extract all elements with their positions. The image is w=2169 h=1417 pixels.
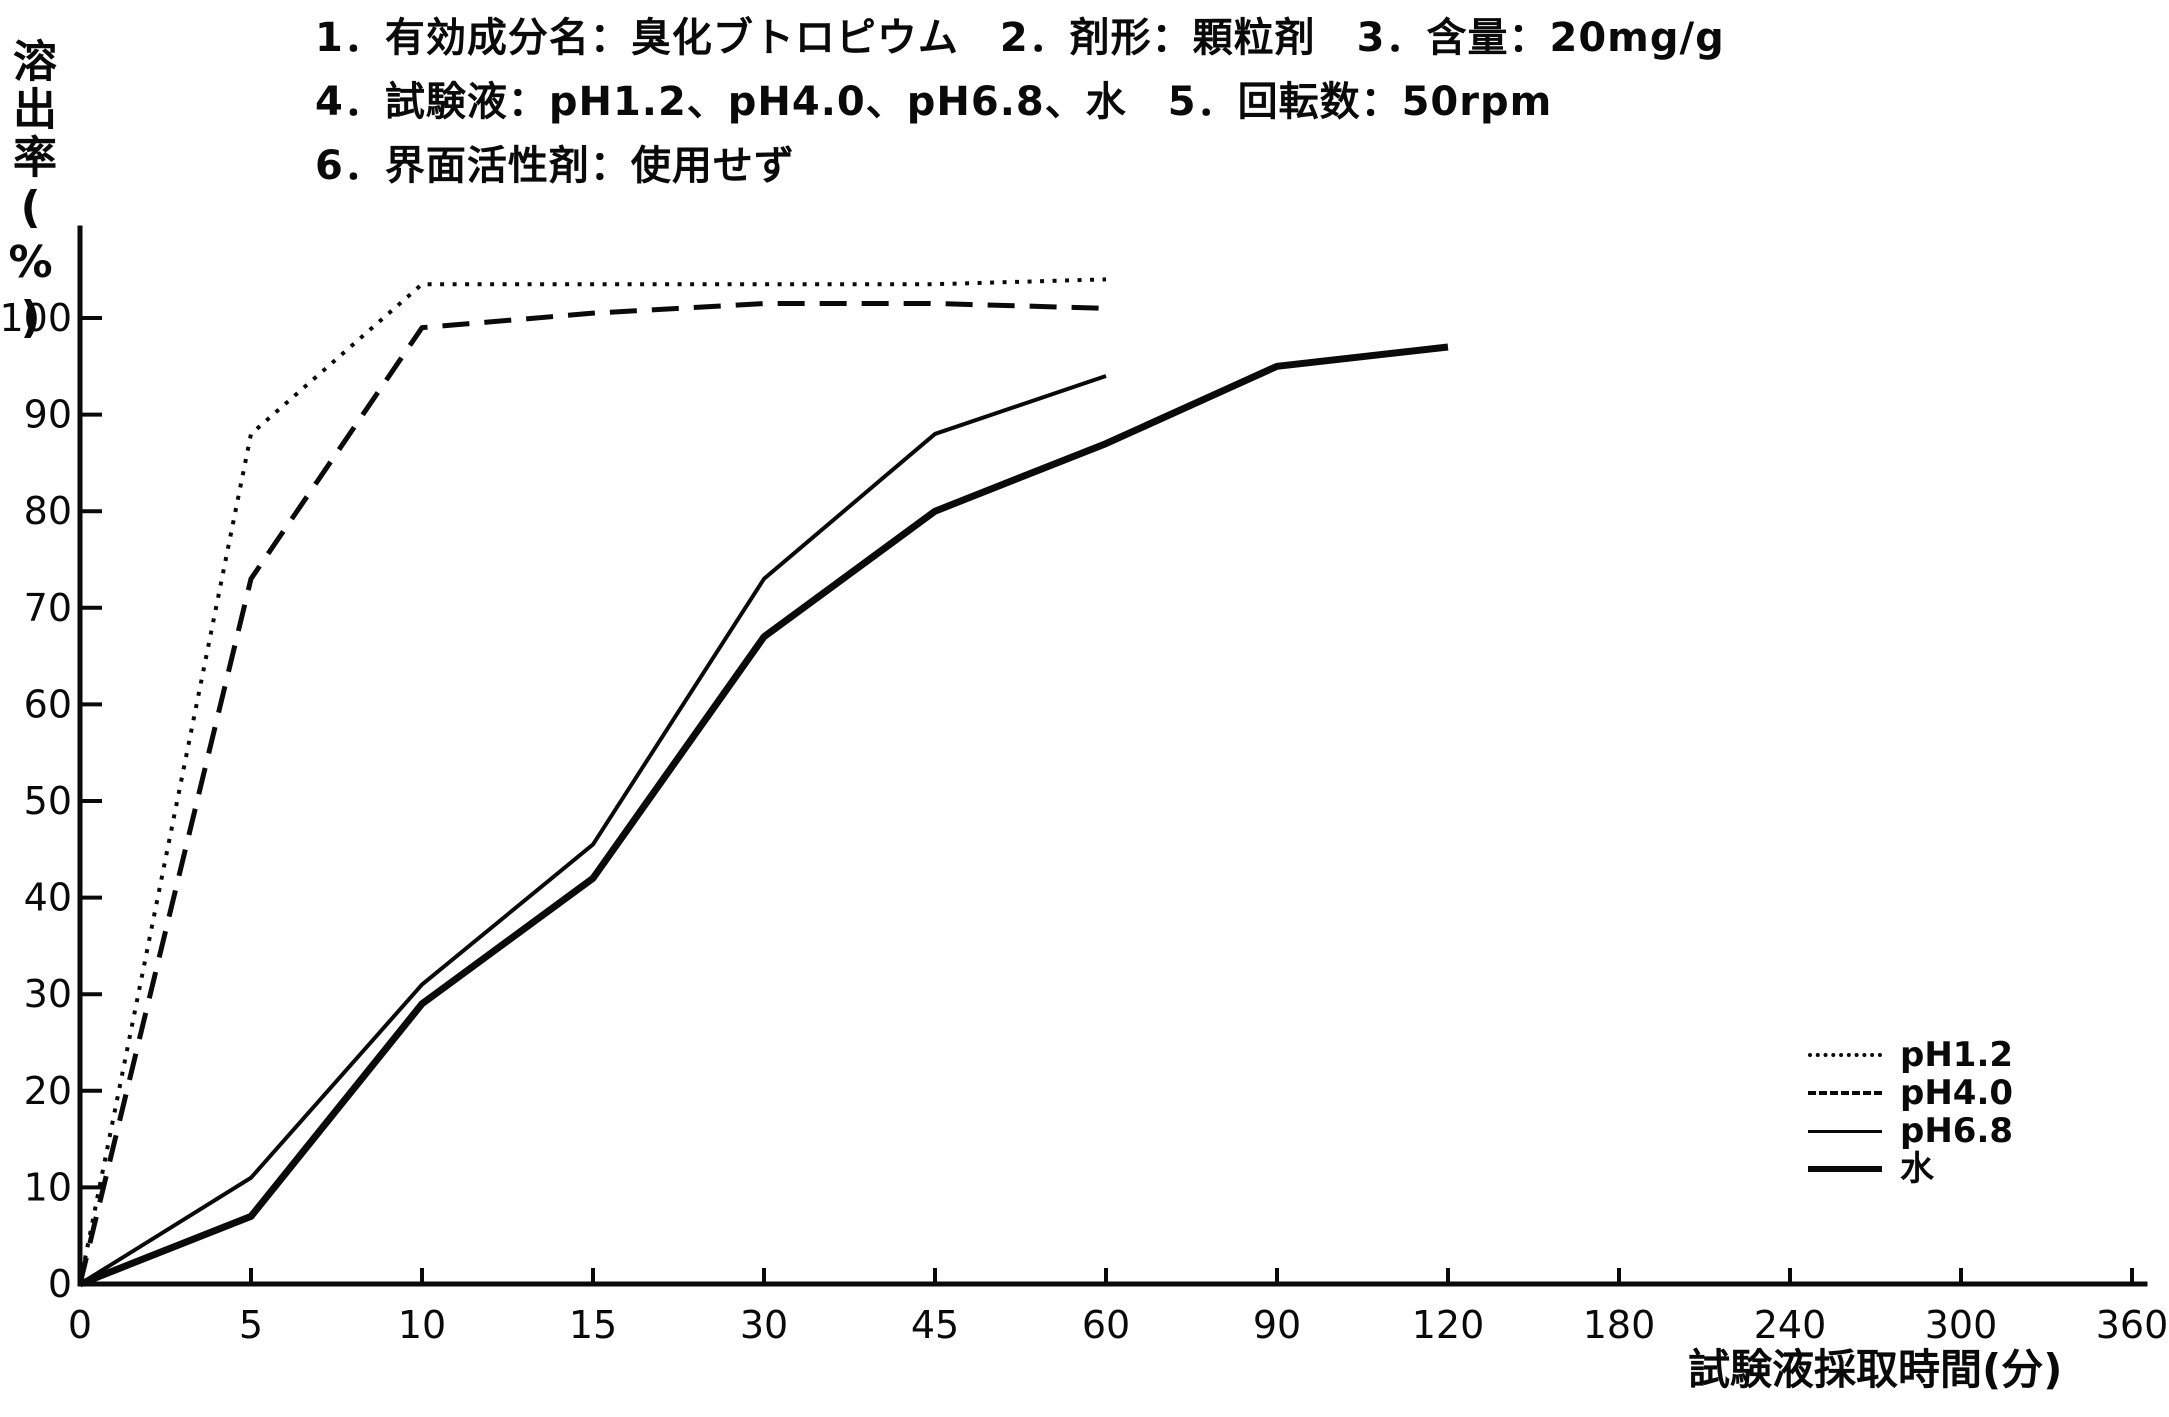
x-tick-label-300: 300 — [1925, 1303, 1998, 1347]
x-tick-label-30: 30 — [740, 1303, 788, 1347]
legend-sample-thick-solid-line — [1808, 1166, 1882, 1172]
condition-line-1: 1．有効成分名：臭化ブトロピウム 2．剤形：顆粒剤 3．含量：20mg/g — [315, 15, 1725, 61]
legend-sample-dotted-line — [1808, 1053, 1882, 1057]
series-line-pH1.2 — [78, 277, 1107, 1285]
series-lines — [77, 277, 1449, 1288]
x-axis-title: 試験液採取時間(分) — [1688, 1345, 2063, 1394]
series-line-pH6.8 — [78, 374, 1107, 1286]
x-tick-label-60: 60 — [1082, 1303, 1130, 1347]
x-tick-label-45: 45 — [911, 1303, 959, 1347]
legend-sample-thin-solid-line — [1808, 1129, 1882, 1133]
legend-row-ph4-0: pH4.0 — [1808, 1074, 2013, 1112]
legend-label-water: 水 — [1900, 1149, 1934, 1189]
legend-row-ph1-2: pH1.2 — [1808, 1036, 2013, 1074]
x-tick-label-90: 90 — [1253, 1303, 1301, 1347]
x-tick-label-360: 360 — [2096, 1303, 2169, 1347]
x-tick-label-10: 10 — [398, 1303, 446, 1347]
series-line-pH4.0 — [77, 301, 1107, 1285]
x-tick-label-180: 180 — [1583, 1303, 1656, 1347]
legend-sample-dashed-line — [1808, 1091, 1882, 1095]
y-tick-label-20: 20 — [24, 1069, 72, 1113]
y-tick-label-10: 10 — [24, 1165, 72, 1209]
x-tick-label-240: 240 — [1754, 1303, 1827, 1347]
condition-line-2: 4．試験液：pH1.2、pH4.0、pH6.8、水 5．回転数：50rpm — [315, 79, 1553, 125]
legend-row-ph6-8: pH6.8 — [1808, 1112, 2013, 1150]
y-tick-label-40: 40 — [24, 876, 72, 920]
y-tick-label-30: 30 — [24, 972, 72, 1016]
y-tick-label-80: 80 — [24, 489, 72, 533]
y-tick-label-60: 60 — [24, 682, 72, 726]
x-tick-label-15: 15 — [569, 1303, 617, 1347]
legend-label-ph4-0: pH4.0 — [1900, 1073, 2014, 1113]
y-axis-ticks: 0 10 20 30 40 50 60 70 80 90 100 — [0, 296, 102, 1306]
x-tick-label-5: 5 — [239, 1303, 263, 1347]
y-tick-label-70: 70 — [24, 586, 72, 630]
y-tick-label-100: 100 — [0, 296, 72, 340]
y-tick-label-90: 90 — [24, 393, 72, 437]
x-axis-ticks: 0 5 10 15 30 45 60 90 120 180 240 300 360 — [68, 1268, 2168, 1347]
test-conditions-block: 1．有効成分名：臭化ブトロピウム 2．剤形：顆粒剤 3．含量：20mg/g 4．… — [315, 6, 1725, 198]
y-tick-label-0: 0 — [48, 1262, 72, 1306]
y-tick-label-50: 50 — [24, 779, 72, 823]
legend-label-ph6-8: pH6.8 — [1900, 1111, 2014, 1151]
legend-row-water: 水 — [1808, 1150, 2013, 1188]
condition-line-3: 6．界面活性剤：使用せず — [315, 143, 795, 189]
series-line-水 — [78, 343, 1449, 1288]
y-axis-title: 溶出率(%) — [5, 38, 56, 347]
x-tick-label-0: 0 — [68, 1303, 92, 1347]
legend: pH1.2 pH4.0 pH6.8 水 — [1808, 1036, 2013, 1188]
legend-label-ph1-2: pH1.2 — [1900, 1035, 2014, 1075]
x-tick-label-120: 120 — [1412, 1303, 1485, 1347]
